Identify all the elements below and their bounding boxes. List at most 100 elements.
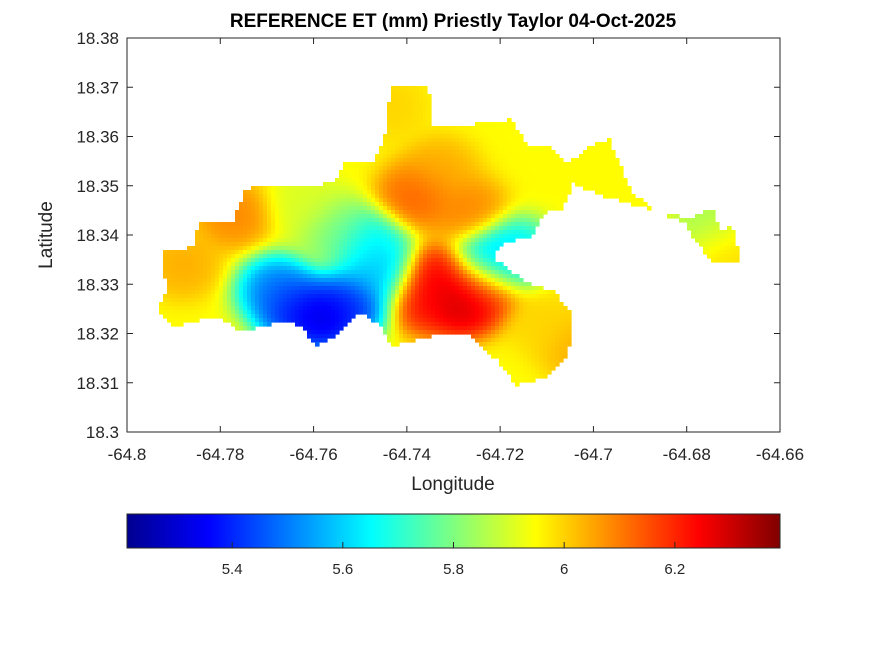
heatmap-cell xyxy=(415,174,420,179)
heatmap-cell xyxy=(351,190,356,195)
heatmap-cell xyxy=(451,310,456,315)
heatmap-cell xyxy=(391,250,396,255)
heatmap-cell xyxy=(567,182,572,187)
heatmap-cell xyxy=(431,182,436,187)
heatmap-cell xyxy=(419,174,424,179)
heatmap-cell xyxy=(367,298,372,303)
heatmap-cell xyxy=(351,178,356,183)
heatmap-cell xyxy=(523,302,528,307)
heatmap-cell xyxy=(399,246,404,251)
heatmap-cell xyxy=(479,182,484,187)
heatmap-cell xyxy=(307,246,312,251)
heatmap-cell xyxy=(383,166,388,171)
heatmap-cell xyxy=(279,194,284,199)
heatmap-cell xyxy=(247,258,252,263)
heatmap-cell xyxy=(447,138,452,143)
heatmap-cell xyxy=(359,302,364,307)
heatmap-cell xyxy=(547,186,552,191)
heatmap-cell xyxy=(511,238,516,243)
heatmap-cell xyxy=(339,174,344,179)
heatmap-cell xyxy=(271,202,276,207)
heatmap-cell xyxy=(527,222,532,227)
heatmap-cell xyxy=(439,178,444,183)
heatmap-cell xyxy=(383,302,388,307)
heatmap-cell xyxy=(483,290,488,295)
heatmap-cell xyxy=(371,270,376,275)
heatmap-cell xyxy=(327,326,332,331)
heatmap-cell xyxy=(443,274,448,279)
heatmap-cell xyxy=(315,210,320,215)
heatmap-cell xyxy=(475,314,480,319)
heatmap-cell xyxy=(395,118,400,123)
heatmap-cell xyxy=(591,150,596,155)
heatmap-cell xyxy=(567,190,572,195)
heatmap-cell xyxy=(243,210,248,215)
heatmap-cell xyxy=(391,214,396,219)
heatmap-cell xyxy=(251,258,256,263)
heatmap-cell xyxy=(711,258,716,263)
heatmap-cell xyxy=(331,294,336,299)
heatmap-cell xyxy=(191,254,196,259)
heatmap-cell xyxy=(407,326,412,331)
heatmap-cell xyxy=(451,322,456,327)
heatmap-cell xyxy=(275,246,280,251)
heatmap-cell xyxy=(579,170,584,175)
heatmap-cell xyxy=(259,230,264,235)
heatmap-cell xyxy=(707,250,712,255)
heatmap-cell xyxy=(547,182,552,187)
heatmap-cell xyxy=(327,238,332,243)
heatmap-cell xyxy=(167,282,172,287)
heatmap-cell xyxy=(463,246,468,251)
heatmap-cell xyxy=(231,286,236,291)
heatmap-cell xyxy=(395,86,400,91)
heatmap-cell xyxy=(367,198,372,203)
heatmap-cell xyxy=(523,190,528,195)
heatmap-cell xyxy=(519,210,524,215)
heatmap-cell xyxy=(535,314,540,319)
heatmap-cell xyxy=(183,294,188,299)
heatmap-cell xyxy=(503,314,508,319)
heatmap-cell xyxy=(323,278,328,283)
heatmap-cell xyxy=(451,254,456,259)
heatmap-cell xyxy=(191,286,196,291)
heatmap-cell xyxy=(231,278,236,283)
heatmap-cell xyxy=(511,198,516,203)
heatmap-cell xyxy=(491,218,496,223)
heatmap-cell xyxy=(331,182,336,187)
heatmap-cell xyxy=(503,302,508,307)
heatmap-cell xyxy=(223,306,228,311)
heatmap-cell xyxy=(451,194,456,199)
heatmap-cell xyxy=(579,166,584,171)
heatmap-cell xyxy=(411,118,416,123)
heatmap-cell xyxy=(463,230,468,235)
heatmap-cell xyxy=(423,94,428,99)
heatmap-cell xyxy=(507,178,512,183)
heatmap-cell xyxy=(695,226,700,231)
heatmap-cell xyxy=(307,242,312,247)
heatmap-cell xyxy=(451,198,456,203)
heatmap-cell xyxy=(495,142,500,147)
heatmap-cell xyxy=(519,194,524,199)
heatmap-cell xyxy=(423,158,428,163)
heatmap-cell xyxy=(531,162,536,167)
heatmap-cell xyxy=(331,330,336,335)
heatmap-cell xyxy=(451,242,456,247)
heatmap-cell xyxy=(247,238,252,243)
heatmap-cell xyxy=(255,298,260,303)
heatmap-cell xyxy=(279,262,284,267)
heatmap-cell xyxy=(379,286,384,291)
heatmap-cell xyxy=(523,166,528,171)
heatmap-cell xyxy=(495,178,500,183)
heatmap-cell xyxy=(547,154,552,159)
heatmap-cell xyxy=(499,134,504,139)
heatmap-cell xyxy=(319,202,324,207)
heatmap-cell xyxy=(255,314,260,319)
heatmap-cell xyxy=(227,298,232,303)
heatmap-cell xyxy=(519,206,524,211)
heatmap-cell xyxy=(379,214,384,219)
heatmap-cell xyxy=(727,226,732,231)
heatmap-cell xyxy=(231,310,236,315)
heatmap-cell xyxy=(295,306,300,311)
heatmap-cell xyxy=(259,234,264,239)
heatmap-cell xyxy=(359,282,364,287)
